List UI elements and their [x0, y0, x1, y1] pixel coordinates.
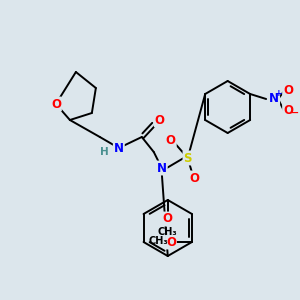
Text: −: −	[290, 108, 299, 118]
Text: CH₃: CH₃	[148, 236, 168, 246]
Text: +: +	[275, 88, 283, 98]
Text: O: O	[51, 98, 61, 110]
Text: O: O	[163, 212, 173, 226]
Text: N: N	[157, 161, 167, 175]
Text: O: O	[283, 104, 293, 118]
Text: O: O	[190, 172, 200, 184]
Text: O: O	[166, 236, 176, 248]
Text: O: O	[155, 113, 165, 127]
Text: O: O	[283, 85, 293, 98]
Text: H: H	[100, 147, 109, 157]
Text: O: O	[166, 134, 176, 146]
Text: N: N	[114, 142, 124, 154]
Text: N: N	[269, 92, 279, 106]
Text: CH₃: CH₃	[158, 227, 178, 237]
Text: S: S	[184, 152, 192, 164]
